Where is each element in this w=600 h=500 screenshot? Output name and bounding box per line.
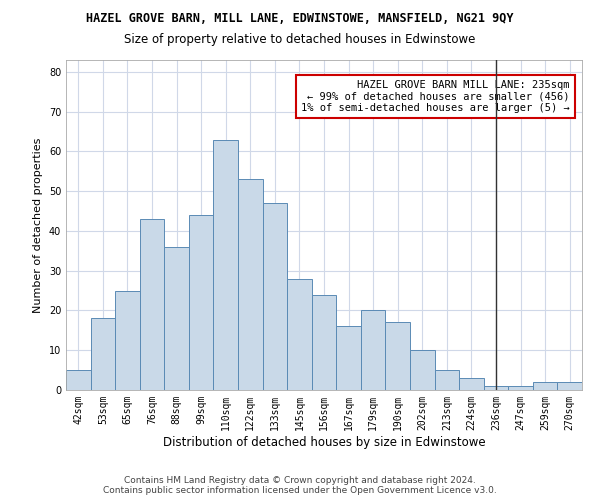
Y-axis label: Number of detached properties: Number of detached properties bbox=[33, 138, 43, 312]
Bar bbox=[164, 247, 189, 390]
Bar bbox=[214, 140, 238, 390]
Bar bbox=[459, 378, 484, 390]
Bar bbox=[385, 322, 410, 390]
Bar bbox=[91, 318, 115, 390]
Bar bbox=[263, 203, 287, 390]
Bar bbox=[287, 278, 312, 390]
Bar bbox=[557, 382, 582, 390]
Bar bbox=[361, 310, 385, 390]
Bar bbox=[115, 290, 140, 390]
Bar bbox=[312, 294, 336, 390]
Bar bbox=[189, 215, 214, 390]
Bar bbox=[484, 386, 508, 390]
Bar bbox=[238, 180, 263, 390]
Bar bbox=[434, 370, 459, 390]
Bar bbox=[508, 386, 533, 390]
Bar bbox=[140, 219, 164, 390]
Text: Contains HM Land Registry data © Crown copyright and database right 2024.
Contai: Contains HM Land Registry data © Crown c… bbox=[103, 476, 497, 495]
Bar bbox=[66, 370, 91, 390]
Text: Size of property relative to detached houses in Edwinstowe: Size of property relative to detached ho… bbox=[124, 32, 476, 46]
Bar bbox=[336, 326, 361, 390]
Bar bbox=[533, 382, 557, 390]
Text: HAZEL GROVE BARN MILL LANE: 235sqm
← 99% of detached houses are smaller (456)
1%: HAZEL GROVE BARN MILL LANE: 235sqm ← 99%… bbox=[301, 80, 570, 113]
X-axis label: Distribution of detached houses by size in Edwinstowe: Distribution of detached houses by size … bbox=[163, 436, 485, 448]
Bar bbox=[410, 350, 434, 390]
Text: HAZEL GROVE BARN, MILL LANE, EDWINSTOWE, MANSFIELD, NG21 9QY: HAZEL GROVE BARN, MILL LANE, EDWINSTOWE,… bbox=[86, 12, 514, 26]
